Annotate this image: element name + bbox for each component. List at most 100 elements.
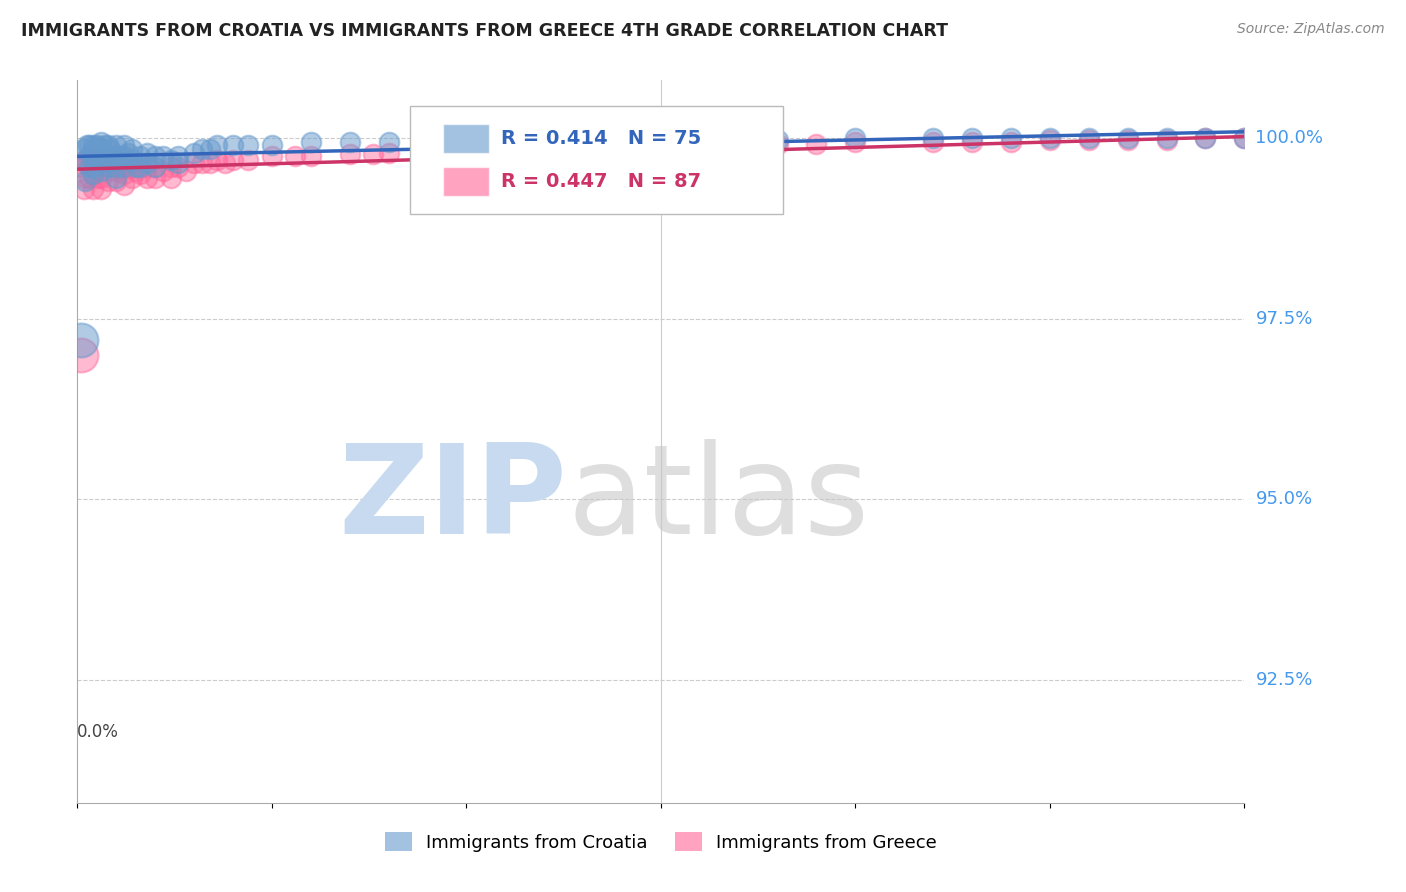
Point xyxy=(112,138,135,153)
Point xyxy=(77,138,100,153)
Point xyxy=(70,334,93,348)
Text: 0.0%: 0.0% xyxy=(77,723,120,741)
Point xyxy=(238,153,260,167)
Point xyxy=(128,156,150,170)
Point xyxy=(98,156,121,170)
Point xyxy=(214,156,236,170)
Text: 100.0%: 100.0% xyxy=(1256,129,1323,147)
Point xyxy=(806,136,828,151)
Point xyxy=(90,163,112,178)
Point xyxy=(128,160,150,174)
Point xyxy=(650,132,672,146)
Point xyxy=(82,167,104,181)
Point xyxy=(533,142,555,156)
Point xyxy=(112,167,135,181)
Point xyxy=(105,170,128,185)
Point xyxy=(117,160,139,174)
Point xyxy=(105,153,128,167)
Point xyxy=(260,149,283,163)
Point xyxy=(90,181,112,195)
Point xyxy=(75,153,97,167)
Point xyxy=(82,153,104,167)
FancyBboxPatch shape xyxy=(443,124,489,153)
Point xyxy=(1039,132,1062,146)
Point xyxy=(75,153,97,167)
Point xyxy=(494,132,516,146)
Point xyxy=(105,138,128,153)
Point xyxy=(143,160,166,174)
Point xyxy=(97,160,120,174)
Point xyxy=(198,156,221,170)
Point xyxy=(117,145,139,160)
Point xyxy=(167,160,190,174)
Point xyxy=(136,156,159,170)
Point xyxy=(572,132,595,146)
Point xyxy=(82,181,104,195)
Point xyxy=(260,138,283,153)
Point xyxy=(90,142,112,156)
Point xyxy=(1310,131,1333,145)
Point xyxy=(72,181,94,195)
Point xyxy=(80,145,103,160)
Point xyxy=(222,138,245,153)
Point xyxy=(70,160,93,174)
Text: IMMIGRANTS FROM CROATIA VS IMMIGRANTS FROM GREECE 4TH GRADE CORRELATION CHART: IMMIGRANTS FROM CROATIA VS IMMIGRANTS FR… xyxy=(21,22,948,40)
Point xyxy=(90,153,112,167)
Point xyxy=(222,153,245,167)
Point xyxy=(91,142,114,156)
Point xyxy=(494,142,516,156)
Point xyxy=(284,149,307,163)
Point xyxy=(533,132,555,146)
Point xyxy=(1077,131,1099,145)
Point xyxy=(77,170,100,185)
Point xyxy=(207,138,229,153)
Text: 95.0%: 95.0% xyxy=(1256,491,1313,508)
Point xyxy=(112,160,135,174)
Point xyxy=(136,145,159,160)
Point xyxy=(844,131,866,145)
Point xyxy=(361,147,384,161)
Point xyxy=(128,167,150,181)
Point xyxy=(82,153,104,167)
Point xyxy=(1233,131,1256,145)
Text: R = 0.414   N = 75: R = 0.414 N = 75 xyxy=(501,128,702,147)
Point xyxy=(86,149,108,163)
Text: 92.5%: 92.5% xyxy=(1256,671,1313,689)
Text: 97.5%: 97.5% xyxy=(1256,310,1313,327)
Point xyxy=(183,145,205,160)
Point xyxy=(207,153,229,167)
Point xyxy=(90,160,112,174)
Point xyxy=(167,149,190,163)
Point xyxy=(101,153,124,167)
Point xyxy=(136,170,159,185)
Point xyxy=(238,138,260,153)
Point xyxy=(766,132,789,146)
Point xyxy=(121,160,143,174)
Point xyxy=(97,153,120,167)
Point xyxy=(143,149,166,163)
Point xyxy=(1116,132,1139,146)
Point xyxy=(191,142,214,156)
Point xyxy=(1077,132,1099,146)
Point xyxy=(75,174,97,188)
Point xyxy=(960,135,983,149)
Point xyxy=(97,149,120,163)
Point xyxy=(97,174,120,188)
Point xyxy=(922,135,945,149)
Point xyxy=(159,170,181,185)
Point xyxy=(93,138,115,153)
Point xyxy=(1350,131,1372,145)
Point xyxy=(136,160,159,174)
Point xyxy=(1156,131,1178,145)
Point xyxy=(121,142,143,156)
Point xyxy=(75,170,97,185)
Point xyxy=(299,135,322,149)
FancyBboxPatch shape xyxy=(443,167,489,196)
Point xyxy=(105,149,128,163)
Point xyxy=(143,160,166,174)
Point xyxy=(124,163,148,178)
Point xyxy=(105,160,128,174)
Point xyxy=(80,156,103,170)
Point xyxy=(93,156,115,170)
Legend: Immigrants from Croatia, Immigrants from Greece: Immigrants from Croatia, Immigrants from… xyxy=(377,825,945,859)
